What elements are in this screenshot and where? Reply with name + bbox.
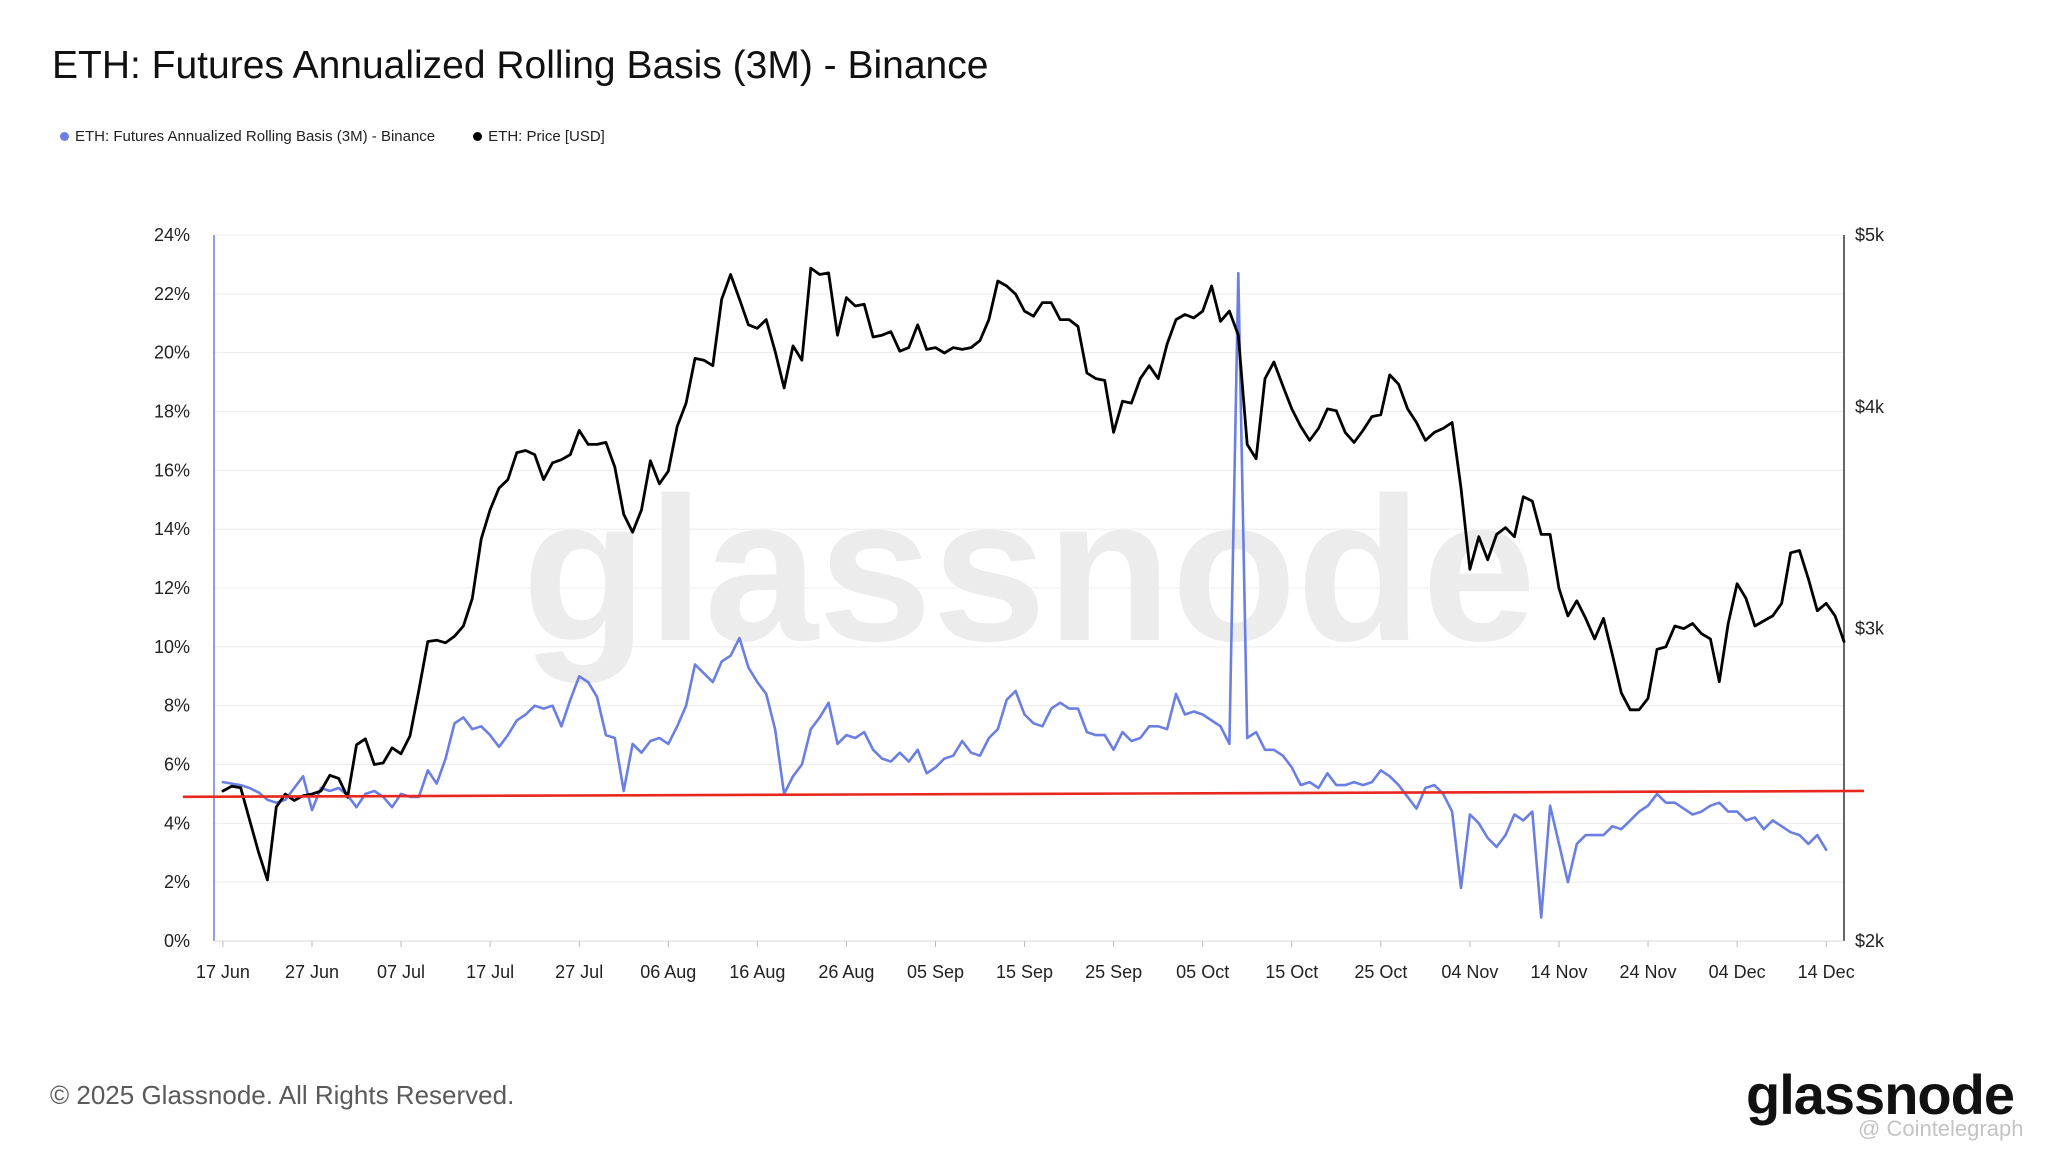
- x-tick-label: 26 Aug: [818, 962, 874, 982]
- x-tick-label: 05 Oct: [1176, 962, 1229, 982]
- y-right-tick-label: $5k: [1855, 225, 1885, 245]
- glassnode-watermark: glassnode: [522, 455, 1536, 684]
- y-left-tick-label: 8%: [164, 696, 190, 716]
- cointelegraph-credit: @ Cointelegraph: [1858, 1116, 2024, 1141]
- x-tick-label: 17 Jul: [466, 962, 514, 982]
- x-tick-label: 14 Nov: [1530, 962, 1587, 982]
- x-tick-label: 27 Jun: [285, 962, 339, 982]
- x-tick-label: 04 Dec: [1709, 962, 1766, 982]
- x-tick-label: 15 Sep: [996, 962, 1053, 982]
- legend-dot-basis: [60, 132, 69, 141]
- y-right-tick-label: $4k: [1855, 397, 1885, 417]
- price-series-line: [221, 266, 1846, 882]
- y-left-tick-label: 0%: [164, 931, 190, 951]
- x-tick-label: 05 Sep: [907, 962, 964, 982]
- chart-title: ETH: Futures Annualized Rolling Basis (3…: [52, 44, 989, 87]
- x-tick-label: 25 Sep: [1085, 962, 1142, 982]
- y-right-tick-label: $2k: [1855, 931, 1885, 951]
- y-right-tick-label: $3k: [1855, 619, 1885, 639]
- x-tick-label: 07 Jul: [377, 962, 425, 982]
- x-tick-label: 24 Nov: [1620, 962, 1677, 982]
- y-left-tick-label: 4%: [164, 813, 190, 833]
- chart-legend: ETH: Futures Annualized Rolling Basis (3…: [60, 128, 605, 145]
- x-tick-label: 17 Jun: [196, 962, 250, 982]
- y-left-tick-label: 16%: [154, 460, 190, 480]
- y-left-tick-label: 22%: [154, 284, 190, 304]
- y-left-tick-label: 24%: [154, 225, 190, 245]
- copyright-notice: © 2025 Glassnode. All Rights Reserved.: [50, 1080, 515, 1110]
- x-tick-label: 06 Aug: [640, 962, 696, 982]
- legend-label-price: ETH: Price [USD]: [488, 128, 605, 145]
- y-left-tick-label: 2%: [164, 872, 190, 892]
- x-tick-label: 16 Aug: [729, 962, 785, 982]
- basis-series-line: [221, 271, 1828, 919]
- legend-dot-price: [473, 132, 483, 141]
- y-left-tick-label: 10%: [154, 637, 190, 657]
- x-tick-label: 04 Nov: [1441, 962, 1498, 982]
- legend-label-basis: ETH: Futures Annualized Rolling Basis (3…: [75, 128, 436, 145]
- legend-item-price[interactable]: ETH: Price [USD]: [473, 128, 605, 145]
- y-left-tick-label: 6%: [164, 755, 190, 775]
- y-left-tick-label: 18%: [154, 402, 190, 422]
- legend-item-basis[interactable]: ETH: Futures Annualized Rolling Basis (3…: [60, 128, 435, 145]
- x-tick-label: 27 Jul: [555, 962, 603, 982]
- y-left-tick-label: 20%: [154, 343, 190, 363]
- x-tick-label: 15 Oct: [1265, 962, 1318, 982]
- x-tick-label: 14 Dec: [1798, 962, 1855, 982]
- threshold-reference-line: [182, 789, 1865, 799]
- y-left-tick-label: 14%: [154, 519, 190, 539]
- glassnode-logo: glassnode: [1746, 1063, 2015, 1126]
- y-left-tick-label: 12%: [154, 578, 190, 598]
- x-tick-label: 25 Oct: [1354, 962, 1407, 982]
